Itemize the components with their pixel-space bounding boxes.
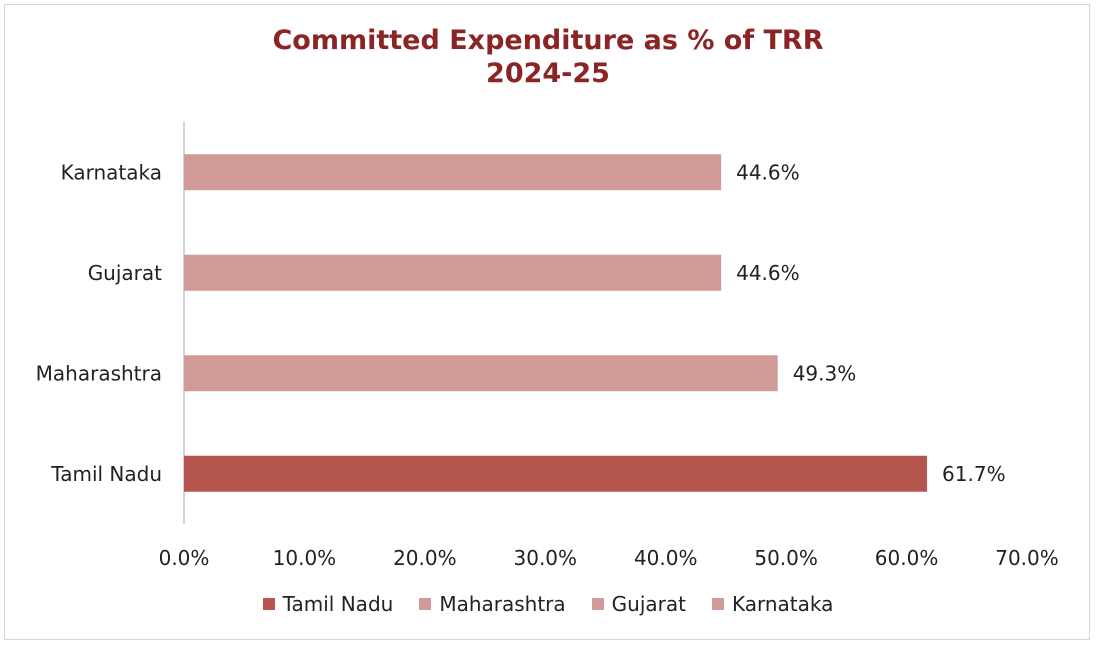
bar-karnataka	[184, 154, 722, 191]
x-tick-label: 40.0%	[634, 546, 698, 570]
category-label-karnataka: Karnataka	[61, 160, 162, 184]
x-tick-label: 30.0%	[514, 546, 578, 570]
legend-label: Karnataka	[731, 592, 834, 616]
legend-label: Tamil Nadu	[282, 592, 394, 616]
legend-item-karnataka: Karnataka	[711, 592, 834, 616]
data-label-karnataka: 44.6%	[736, 160, 800, 184]
legend-item-tamil-nadu: Tamil Nadu	[262, 592, 394, 616]
data-label-tamil-nadu: 61.7%	[942, 462, 1006, 486]
data-label-gujarat: 44.6%	[736, 261, 800, 285]
legend-item-maharashtra: Maharashtra	[419, 592, 566, 616]
x-tick-label: 20.0%	[393, 546, 457, 570]
legend-label: Maharashtra	[439, 592, 566, 616]
x-tick-label: 10.0%	[273, 546, 337, 570]
chart-title-line-2: 2024-25	[486, 58, 610, 89]
category-label-tamil-nadu: Tamil Nadu	[50, 462, 162, 486]
legend-swatch	[591, 598, 604, 610]
category-label-gujarat: Gujarat	[88, 261, 162, 285]
x-tick-label: 0.0%	[159, 546, 210, 570]
x-tick-label: 70.0%	[995, 546, 1059, 570]
category-label-maharashtra: Maharashtra	[36, 361, 162, 385]
data-label-maharashtra: 49.3%	[793, 361, 857, 385]
x-tick-label: 60.0%	[875, 546, 939, 570]
legend-swatch	[711, 598, 724, 610]
chart-legend: Tamil Nadu Maharashtra Gujarat Karnataka	[0, 592, 1096, 616]
legend-swatch	[419, 598, 432, 610]
x-tick-label: 50.0%	[754, 546, 818, 570]
bar-tamil-nadu	[184, 455, 928, 492]
bar-gujarat	[184, 254, 722, 291]
chart-title-line-1: Committed Expenditure as % of TRR	[272, 25, 824, 56]
legend-swatch	[262, 598, 275, 610]
chart-title: Committed Expenditure as % of TRR 2024-2…	[0, 24, 1096, 90]
bar-maharashtra	[184, 355, 778, 392]
legend-item-gujarat: Gujarat	[591, 592, 686, 616]
legend-label: Gujarat	[611, 592, 686, 616]
